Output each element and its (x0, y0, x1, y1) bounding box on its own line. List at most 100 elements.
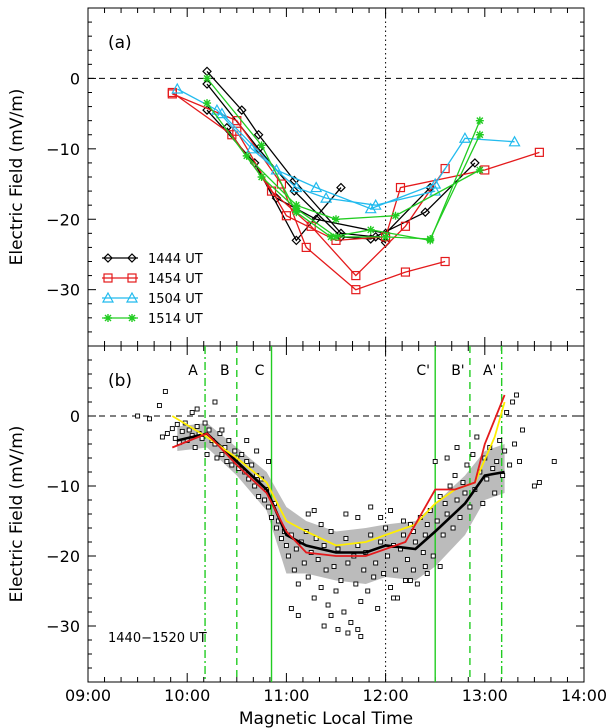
scatter-point (328, 613, 334, 618)
legend-marker (101, 291, 115, 303)
scatter-point (358, 599, 364, 604)
series-point (429, 177, 442, 189)
scatter-point (353, 581, 359, 587)
scatter-point (470, 452, 476, 457)
scatter-point (343, 536, 349, 541)
scatter-point (295, 613, 301, 618)
y-axis-title: Electric Field (mV/m) (7, 426, 27, 603)
series-point (429, 184, 442, 196)
scatter-point (490, 466, 496, 471)
scatter-point (321, 543, 327, 548)
scatter-point (202, 420, 208, 426)
scatter-point (507, 462, 513, 468)
scatter-point (206, 427, 212, 433)
scatter-point (172, 435, 178, 441)
scatter-point (444, 511, 450, 517)
y-tick-label: −10 (46, 477, 80, 496)
scatter-point (244, 459, 250, 464)
boundary-label: B' (451, 363, 464, 379)
mean-line (171, 394, 506, 557)
series-point (351, 270, 361, 281)
legend-label: 1444 UT (148, 252, 203, 267)
y-tick-label: −10 (46, 140, 80, 159)
legend-label: 1454 UT (148, 272, 203, 287)
series-point (400, 267, 411, 277)
scatter-point (520, 427, 525, 433)
scatter-point (269, 515, 274, 520)
scatter-point (186, 427, 192, 433)
x-tick-label: 14:00 (561, 686, 607, 705)
legend-marker (127, 273, 137, 283)
scatter-point (159, 434, 165, 440)
scatter-point (378, 539, 384, 545)
boundary-label: C (255, 363, 265, 379)
series-point (236, 105, 247, 115)
series-point (210, 103, 223, 115)
scatter-point (373, 560, 379, 566)
scatter-point (291, 567, 297, 573)
series-point (332, 215, 340, 224)
series-line (176, 88, 436, 206)
series-line (206, 83, 476, 240)
series-point (203, 74, 212, 83)
scatter-point (437, 564, 443, 569)
series-point (332, 232, 340, 241)
scatter-point (432, 459, 438, 464)
series-point (291, 235, 302, 246)
scatter-point (194, 424, 200, 429)
panel-label: (a) (108, 33, 132, 53)
series-point (475, 130, 484, 139)
legend-marker (103, 253, 113, 263)
series-point (276, 179, 287, 189)
scatter-point (266, 504, 271, 510)
legend-marker (104, 314, 112, 322)
scatter-point (164, 431, 170, 436)
series-line (206, 70, 386, 244)
legend-marker (103, 273, 113, 283)
scatter-point (244, 438, 250, 443)
scatter-point (214, 455, 220, 461)
scatter-point (256, 494, 262, 499)
scatter-point (381, 571, 387, 576)
scatter-point (278, 536, 284, 541)
scatter-point (341, 609, 347, 615)
y-tick-label: 0 (70, 69, 80, 88)
scatter-point (345, 630, 351, 636)
panel-label: (b) (108, 371, 132, 391)
scatter-point (371, 574, 377, 580)
scatter-point (494, 459, 500, 464)
panel-a: 0 −10 −20 −30 (a) Electric Field (mV/m) 1444 U… (7, 7, 585, 347)
scatter-point (442, 501, 448, 506)
scatter-point (512, 441, 518, 447)
scatter-point (375, 606, 381, 611)
series-point (400, 221, 411, 231)
series-point (245, 142, 258, 154)
series-point (310, 181, 323, 193)
boundary-label: A (188, 363, 198, 379)
scatter-point (301, 560, 307, 566)
series-point (290, 181, 303, 193)
y-tick-label: −30 (46, 281, 80, 300)
series-point (420, 207, 431, 218)
scatter-point (335, 546, 341, 552)
scatter-point (395, 595, 400, 601)
shared-x-axis: 09:00 10:00 11:00 12:00 13:00 14:00 Magnetic L… (65, 686, 607, 728)
x-tick-label: 09:00 (65, 686, 111, 705)
legend-marker (128, 314, 136, 322)
series-point (281, 211, 291, 221)
series-point (534, 147, 544, 157)
scatter-point (179, 428, 185, 434)
scatter-point (249, 462, 255, 468)
legend-label: 1504 UT (148, 292, 203, 307)
scatter-point (412, 539, 418, 545)
x-tick-label: 13:00 (462, 686, 508, 705)
scatter-point (437, 494, 443, 499)
scatter-point (393, 567, 398, 573)
scatter-point (462, 490, 468, 496)
scatter-point (497, 438, 503, 443)
scatter-point (293, 546, 299, 552)
x-axis-title: Magnetic Local Time (239, 709, 413, 728)
scatter-point (474, 434, 480, 440)
scatter-point (504, 410, 510, 415)
